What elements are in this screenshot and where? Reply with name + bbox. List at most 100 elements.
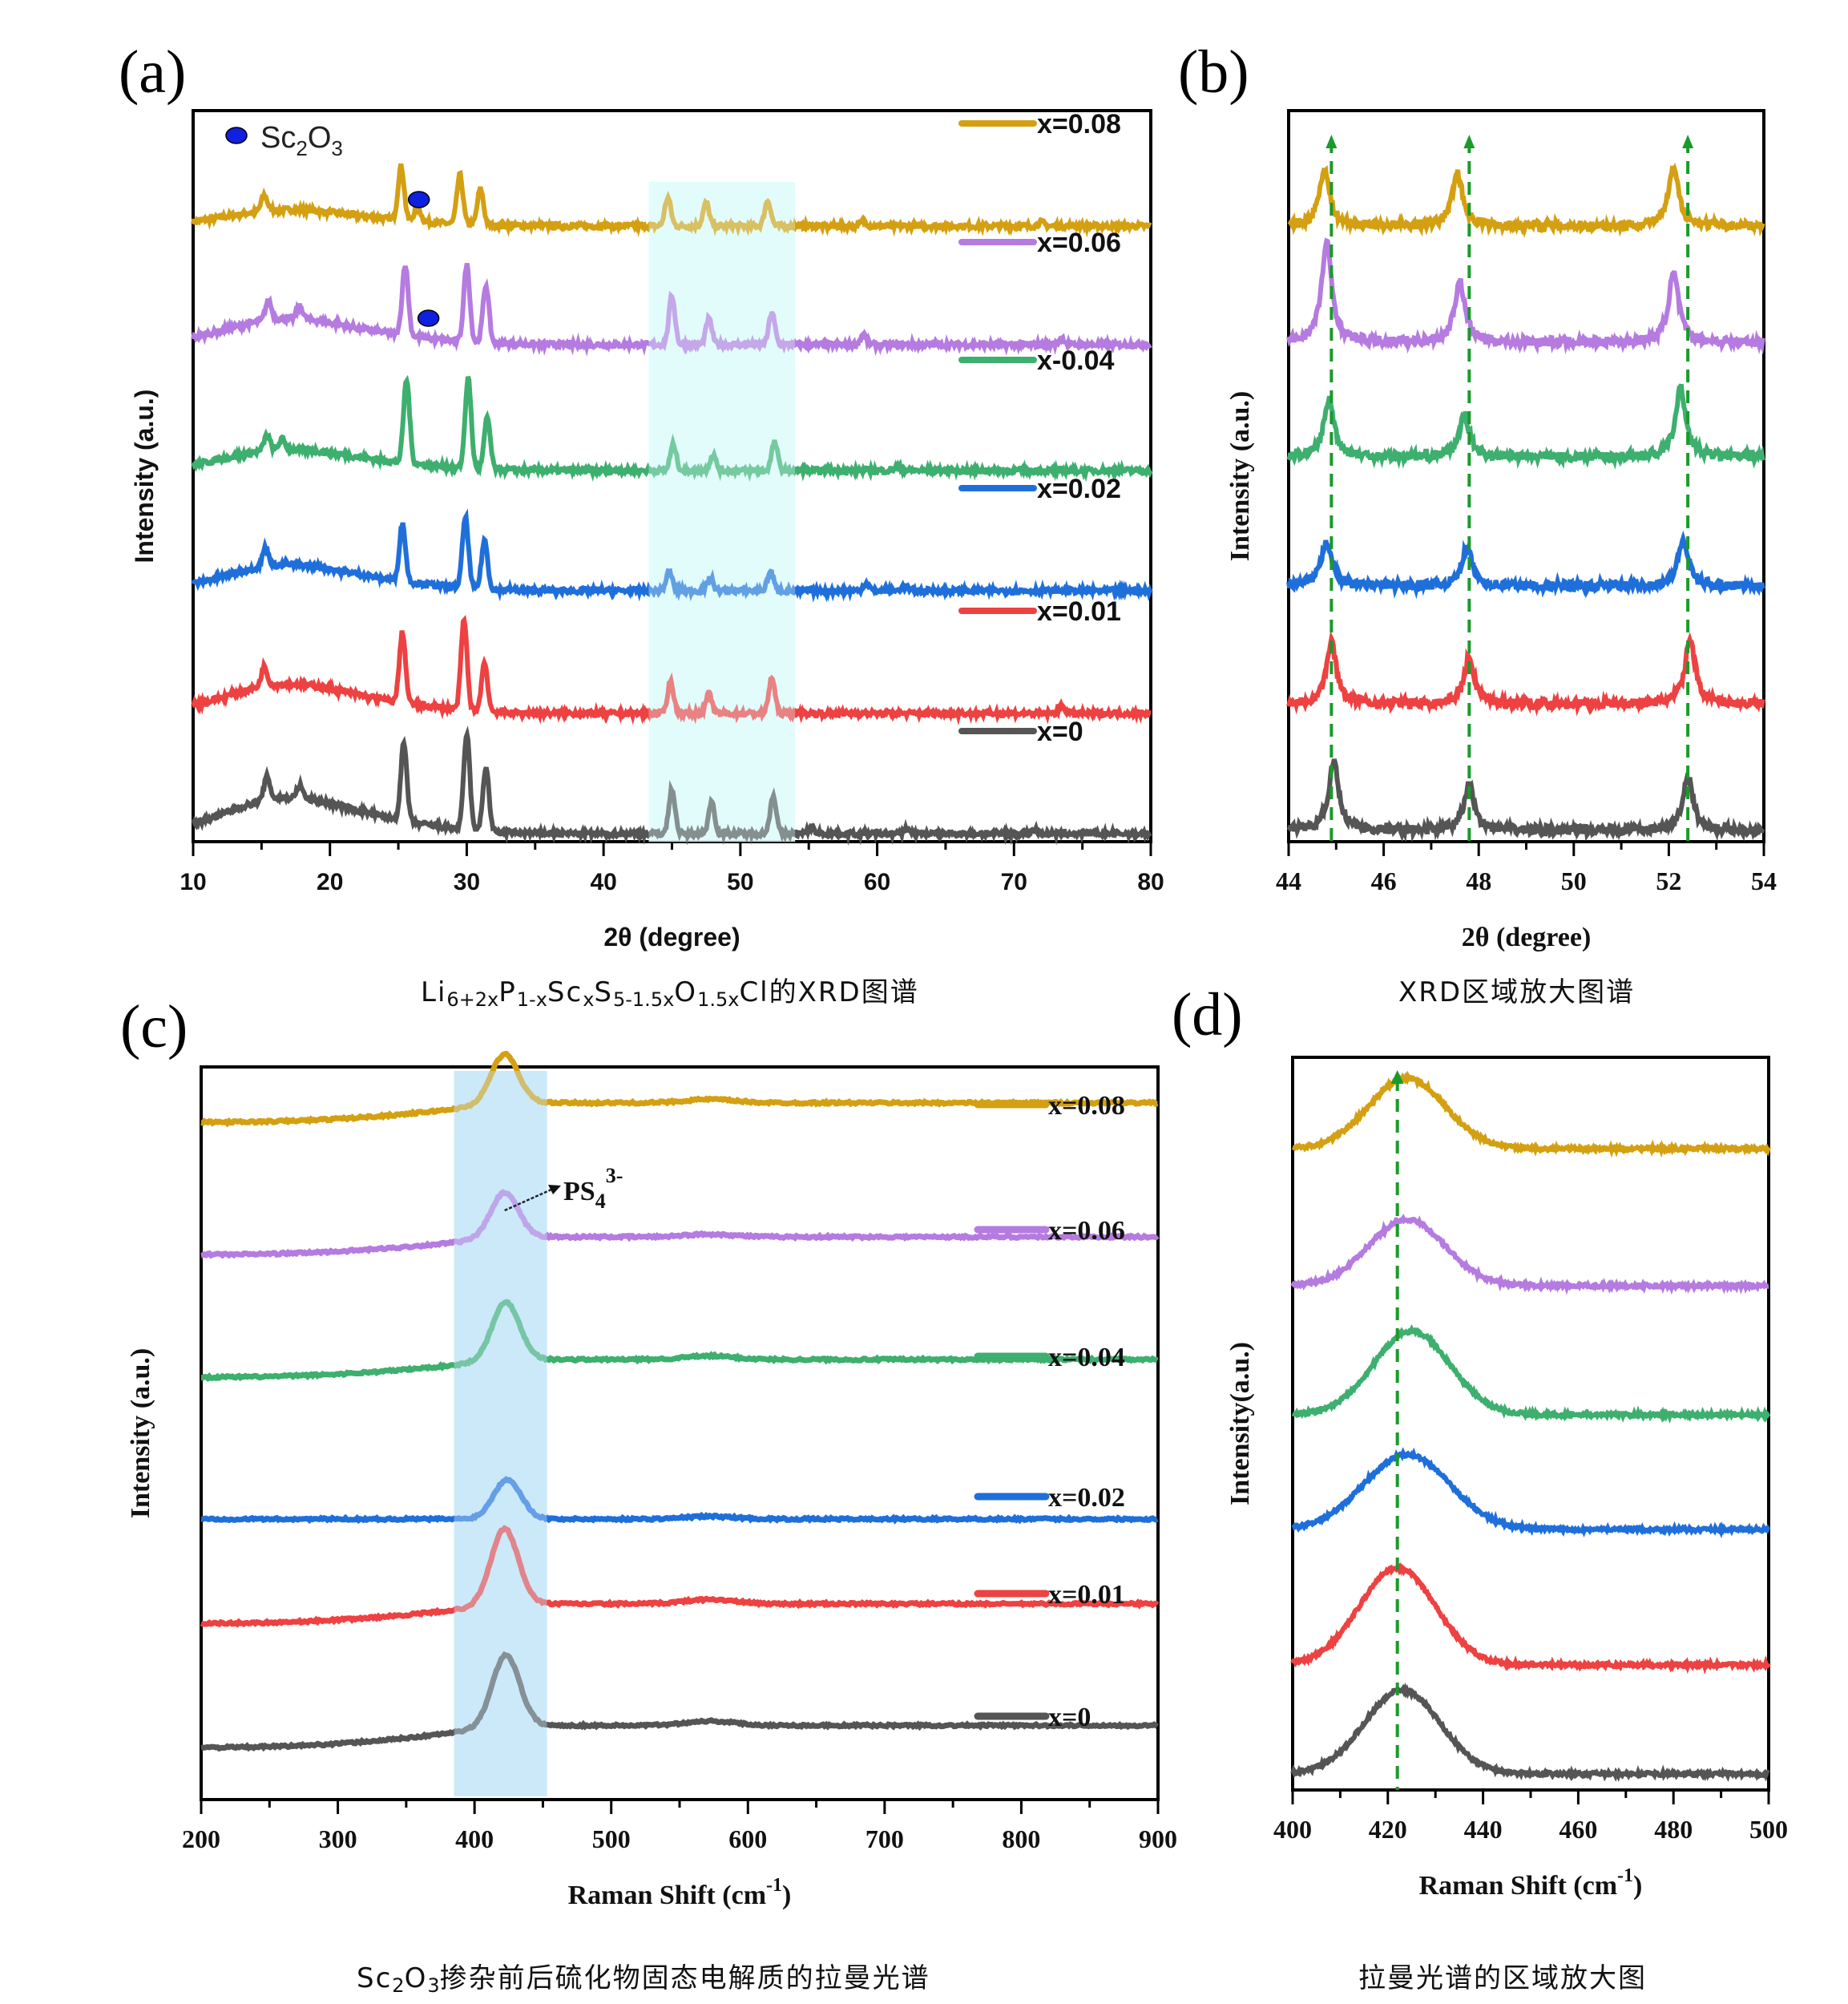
trace-x=0.06 [200,1188,1160,1259]
panel-label-b: (b) [1178,38,1249,106]
trace-x=0.06 [1290,1213,1769,1295]
y-axis-title: Intensity (a.u.) [126,1348,155,1519]
x-tick-label: 60 [864,869,890,895]
trace-x=0 [1290,1682,1770,1783]
x-tick-label: 800 [1002,1824,1040,1853]
trace-x=0.01 [1286,630,1765,717]
trace-x=0.02 [200,1476,1159,1525]
caption-xrd-pattern: Li6+2xP1-xScxS5-1.5xO1.5xCl的XRD图谱 [421,976,919,1011]
legend-label-x=0.04: x=0.04 [1048,1343,1125,1372]
x-tick-label: 80 [1137,869,1164,895]
plot-frame-c [200,1065,1160,1801]
x-tick-label: 30 [454,869,480,895]
x-tick-label: 40 [590,869,616,895]
legend-label-x=0.08: x=0.08 [1037,109,1121,139]
x-tick-label: 500 [1749,1815,1788,1844]
x-tick-label: 20 [317,869,343,895]
trace-x=0.02 [1286,530,1765,600]
highlight-overlay [648,182,796,842]
trace-x=0.01 [200,1525,1160,1628]
trace-x=0.04 [201,1299,1159,1383]
x-tick-label: 700 [865,1824,904,1853]
legend-label-x=0.06: x=0.06 [1048,1216,1125,1246]
annotation-arrow-head [548,1185,561,1194]
axes-a: 10 20 30 40 50 60 70 80 x=0.08 x=0.06 x-0.04 x=0.02… [130,109,1164,951]
axes-c: 200 300 400 500 600 700 800 900 x=0.08 x=0.06 x=0.… [126,1050,1177,1910]
trace-x=0.04 [191,374,1153,483]
reference-arrow-head [1390,1070,1404,1084]
x-tick-label: 10 [180,869,206,895]
x-tick-label: 46 [1371,867,1397,895]
reference-arrow-head [1682,135,1694,148]
x-axis-title: Raman Shift (cm-1) [1419,1865,1643,1901]
plot-frame-d [1291,1056,1770,1792]
ps4-annotation: PS43- [563,1164,623,1213]
trace-x=0.06 [191,263,1152,357]
caption-raman-spectra: Sc2O3掺杂前后硫化物固态电解质的拉曼光谱 [357,1962,930,1997]
trace-x=0.08 [200,1050,1159,1128]
sc2o3-peak-marker [407,191,430,208]
axes-d: 400 420 440 460 480 500 Raman Shift (cm-1) Inte… [1225,1056,1788,1901]
panel-label-c: (c) [120,993,188,1061]
legend-label-x=0: x=0 [1048,1703,1091,1732]
x-tick-label: 54 [1751,867,1777,895]
trace-x=0 [200,1651,1160,1752]
x-tick-label: 200 [182,1824,220,1853]
x-axis-title: 2θ (degree) [1462,923,1592,952]
y-axis-title: Intensity(a.u.) [1225,1342,1255,1505]
reference-arrow-head [1325,135,1338,148]
y-axis-title: Intensity (a.u.) [130,390,159,564]
legend-label-x=0.01: x=0.01 [1037,596,1121,627]
highlight-region [648,182,796,842]
legend-label-x=0.01: x=0.01 [1048,1580,1125,1610]
trace-x=0.08 [1287,162,1765,238]
x-tick-label: 400 [1273,1815,1312,1844]
legend-label-x=0.08: x=0.08 [1048,1091,1125,1121]
legend-label-x=0: x=0 [1037,717,1083,747]
sc2o3-legend-label: Sc2O3 [260,121,343,160]
trace-x=0 [1286,758,1765,843]
x-tick-label: 48 [1466,867,1491,895]
axes-b: 44 46 48 50 52 54 2θ (degree) Intensity (a.u.) [1225,109,1777,952]
panel-label-a: (a) [119,38,187,106]
x-tick-label: 50 [1561,867,1587,895]
caption-xrd-zoom: XRD区域放大图谱 [1398,976,1636,1008]
legend-label-x=0.02: x=0.02 [1048,1483,1125,1513]
y-axis-title: Intensity (a.u.) [1225,391,1255,562]
x-tick-label: 300 [319,1824,357,1853]
x-tick-label: 420 [1369,1815,1407,1844]
x-tick-label: 900 [1139,1824,1177,1853]
x-axis-title: Raman Shift (cm-1) [568,1875,792,1910]
trace-x=0.02 [191,508,1153,603]
sc2o3-marker-icon [225,127,248,144]
x-tick-label: 600 [728,1824,767,1853]
x-tick-label: 480 [1654,1815,1693,1844]
trace-x=0.04 [1286,383,1765,470]
x-tick-label: 50 [727,869,753,895]
panel-label-d: (d) [1172,981,1243,1048]
trace-x=0.01 [1290,1562,1771,1675]
legend-label-x=0.04: x-0.04 [1037,345,1114,376]
trace-x=0.04 [1291,1323,1771,1424]
annotation-arrow [504,1188,552,1212]
x-tick-label: 440 [1464,1815,1503,1844]
caption-raman-zoom: 拉曼光谱的区域放大图 [1358,1962,1647,1994]
sc2o3-peak-marker [417,309,440,327]
x-axis-title: 2θ (degree) [603,923,740,951]
trace-x=0.08 [191,163,1152,238]
x-tick-label: 44 [1276,867,1301,895]
x-tick-label: 400 [455,1824,494,1853]
legend-label-x=0.06: x=0.06 [1037,228,1121,258]
trace-x=0.06 [1286,237,1765,355]
legend-label-x=0.02: x=0.02 [1037,474,1121,504]
x-tick-label: 70 [1001,869,1027,895]
trace-x=0.02 [1291,1447,1771,1539]
x-tick-label: 52 [1656,867,1681,895]
highlight-overlay [454,1071,547,1796]
reference-arrow-head [1463,135,1475,148]
trace-x=0 [191,725,1152,846]
x-tick-label: 460 [1559,1815,1597,1844]
trace-x=0.01 [191,615,1152,726]
x-tick-label: 500 [592,1824,631,1853]
